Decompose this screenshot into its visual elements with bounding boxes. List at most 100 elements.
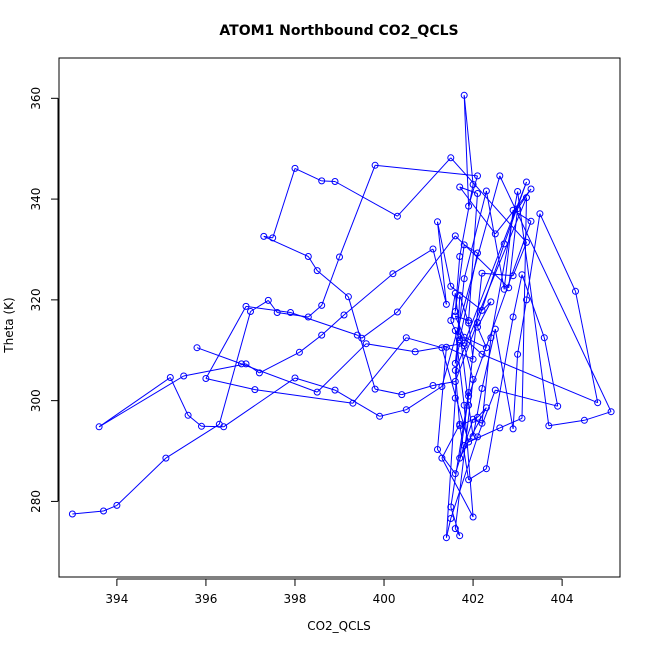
data-point — [451, 366, 459, 374]
data-point — [523, 194, 530, 202]
x-tick-label: 396 — [194, 592, 217, 606]
data-point — [336, 253, 343, 261]
series-line-segment — [294, 167, 322, 182]
data-point — [304, 253, 312, 260]
data-point — [474, 190, 481, 197]
series-line-segment — [334, 181, 398, 217]
series-line-segment — [459, 186, 496, 235]
data-point — [545, 422, 553, 430]
series-line-segment — [361, 311, 398, 339]
data-point — [536, 210, 544, 218]
data-point — [287, 309, 294, 316]
data-point — [242, 360, 250, 368]
data-point — [393, 212, 401, 220]
data-point — [460, 339, 468, 347]
data-point — [478, 419, 486, 427]
data-point — [572, 287, 579, 295]
series-line-segment — [437, 347, 447, 450]
data-point — [304, 313, 312, 321]
series-line-segment — [98, 375, 184, 428]
series-line-segment — [459, 184, 474, 257]
series-line-segment — [463, 345, 474, 380]
y-tick-label: 300 — [29, 389, 43, 412]
data-point — [451, 232, 459, 240]
series-line-segment — [259, 351, 300, 374]
series-line-segment — [432, 381, 456, 386]
data-point — [456, 532, 464, 540]
data-point — [100, 507, 107, 515]
series-line-segment — [375, 164, 478, 177]
data-point — [429, 245, 437, 253]
series-line-segment — [254, 389, 353, 404]
series-line-segment — [517, 191, 550, 426]
data-point — [264, 296, 272, 304]
series-line-segment — [441, 424, 461, 459]
series-line-segment — [316, 343, 367, 393]
series-line-segment — [72, 510, 104, 515]
data-point — [482, 187, 490, 195]
data-point — [456, 422, 464, 430]
data-point — [474, 249, 481, 257]
series-line-segment — [290, 312, 358, 336]
data-point — [362, 340, 370, 348]
data-point — [469, 181, 477, 188]
series-line-segment — [116, 457, 167, 506]
data-point — [465, 319, 473, 327]
data-point — [318, 331, 326, 339]
data-point — [429, 382, 437, 389]
data-point — [295, 348, 303, 356]
data-point — [411, 348, 419, 356]
series-line-segment — [517, 188, 532, 209]
data-point — [95, 423, 103, 431]
series-line-segment — [454, 235, 510, 289]
series-line-segment — [485, 316, 514, 469]
series-line-segment — [98, 377, 171, 428]
data-point — [393, 308, 401, 316]
series-line-segment — [454, 330, 483, 355]
data-point — [527, 217, 535, 225]
series-line-segment — [575, 291, 599, 403]
series-line-segment — [321, 180, 336, 182]
series-line-segment — [103, 504, 118, 512]
data-point — [447, 154, 455, 162]
data-point — [242, 302, 250, 310]
data-point — [482, 465, 490, 473]
series-line-segment — [446, 346, 474, 360]
series-points — [68, 91, 615, 542]
series-line-segment — [548, 419, 585, 427]
data-point — [518, 271, 526, 279]
series-line-segment — [406, 386, 443, 411]
data-point — [460, 401, 468, 409]
series-line-segment — [463, 190, 487, 279]
data-point — [184, 411, 192, 419]
series-line-segment — [495, 389, 558, 407]
x-axis-label: CO2_QCLS — [307, 619, 371, 633]
data-point — [371, 385, 379, 393]
series-line-segment — [432, 248, 447, 305]
series-line-segment — [374, 388, 402, 396]
data-point — [478, 350, 486, 358]
data-point — [340, 311, 348, 319]
series-line-segment — [397, 157, 452, 217]
series-line-segment — [539, 213, 576, 292]
data-point — [451, 359, 459, 367]
series-line-segment — [463, 95, 474, 185]
series-line-segment — [272, 168, 296, 239]
data-point — [442, 534, 450, 542]
series-line-segment — [437, 449, 456, 474]
data-point — [465, 401, 473, 409]
series-line-segment — [521, 197, 527, 419]
data-point — [442, 343, 450, 351]
data-point — [469, 513, 477, 521]
series-line-segment — [454, 293, 470, 406]
data-point — [344, 293, 352, 301]
data-point — [518, 414, 526, 422]
data-point — [554, 402, 562, 410]
series-line-segment — [517, 299, 527, 355]
data-point — [474, 433, 481, 441]
series-line-segment — [463, 95, 470, 207]
series-line-segment — [415, 342, 465, 353]
data-point — [376, 412, 384, 420]
series-line-segment — [205, 306, 247, 379]
